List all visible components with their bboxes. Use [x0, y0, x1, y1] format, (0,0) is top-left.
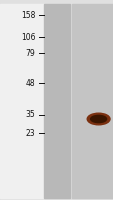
Text: 106: 106: [21, 32, 35, 42]
Bar: [0, 4, 44, 198]
Bar: [72, 4, 113, 198]
Bar: [44, 4, 69, 198]
Text: 158: 158: [21, 10, 35, 20]
Ellipse shape: [86, 113, 109, 125]
Text: 79: 79: [25, 48, 35, 58]
Text: 35: 35: [25, 110, 35, 119]
Text: 23: 23: [26, 129, 35, 138]
Ellipse shape: [90, 115, 106, 123]
Text: 48: 48: [26, 78, 35, 88]
